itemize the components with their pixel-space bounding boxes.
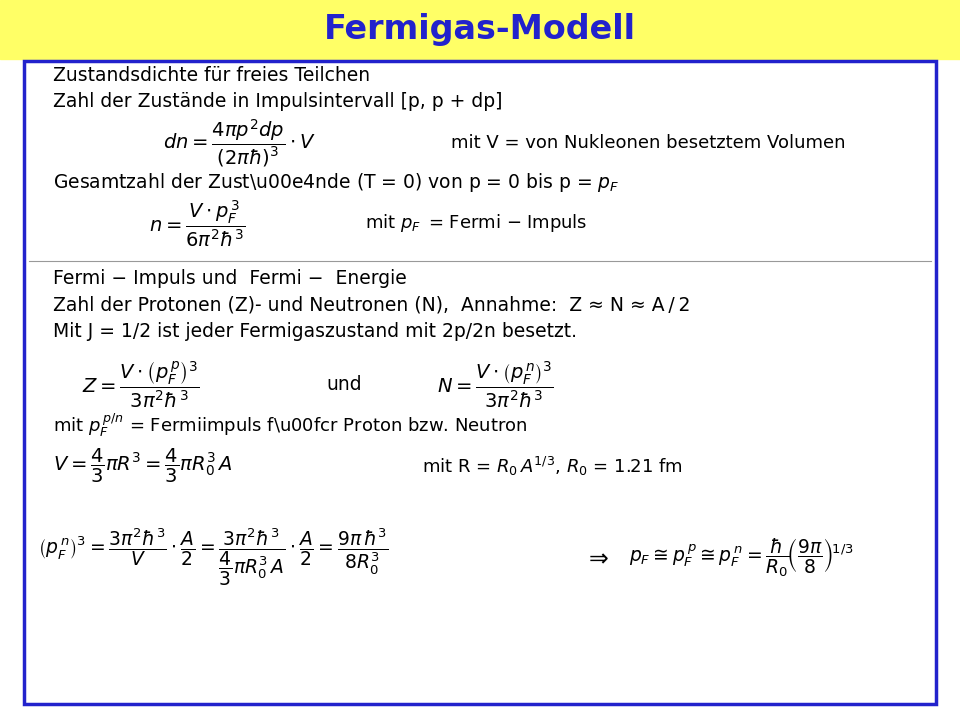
Text: $p_F \cong p_F^{\,p} \cong p_F^{\,n} = \dfrac{\hbar}{R_0}\!\left(\dfrac{9\pi}{8}: $p_F \cong p_F^{\,p} \cong p_F^{\,n} = \…: [629, 536, 853, 579]
Text: Fermi − Impuls und  Fermi −  Energie: Fermi − Impuls und Fermi − Energie: [53, 270, 406, 288]
Text: $n = \dfrac{V \cdot p_F^{\,3}}{6\pi^2\hbar^3}$: $n = \dfrac{V \cdot p_F^{\,3}}{6\pi^2\hb…: [149, 197, 246, 249]
Text: mit $p_F^{\,p/n}$ = Fermiimpuls f\u00fcr Proton bzw. Neutron: mit $p_F^{\,p/n}$ = Fermiimpuls f\u00fcr…: [53, 412, 527, 439]
Text: Zahl der Zustände in Impulsintervall [p, p + dp]: Zahl der Zustände in Impulsintervall [p,…: [53, 92, 502, 111]
Text: Zustandsdichte für freies Teilchen: Zustandsdichte für freies Teilchen: [53, 66, 370, 84]
Text: und: und: [326, 375, 362, 394]
Text: $\left(p_F^{\,n}\right)^3 = \dfrac{3\pi^2\hbar^3}{V}\cdot\dfrac{A}{2} = \dfrac{3: $\left(p_F^{\,n}\right)^3 = \dfrac{3\pi^…: [38, 527, 389, 588]
Text: mit R = $R_0\, A^{1/3}$, $R_0$ = 1.21 fm: mit R = $R_0\, A^{1/3}$, $R_0$ = 1.21 fm: [422, 455, 684, 478]
Text: Fermigas-Modell: Fermigas-Modell: [324, 13, 636, 46]
Text: $N = \dfrac{V \cdot \left(p_F^{\,n}\right)^3}{3\pi^2\hbar^3}$: $N = \dfrac{V \cdot \left(p_F^{\,n}\righ…: [437, 359, 554, 410]
FancyBboxPatch shape: [24, 61, 936, 704]
Text: Zahl der Protonen (Z)- und Neutronen (N),  Annahme:  Z ≈ N ≈ A / 2: Zahl der Protonen (Z)- und Neutronen (N)…: [53, 296, 690, 315]
Text: mit V = von Nukleonen besetztem Volumen: mit V = von Nukleonen besetztem Volumen: [451, 134, 846, 152]
Text: $\Rightarrow$: $\Rightarrow$: [584, 546, 609, 570]
FancyBboxPatch shape: [0, 0, 960, 59]
Text: $Z = \dfrac{V \cdot \left(p_F^{\,p}\right)^3}{3\pi^2\hbar^3}$: $Z = \dfrac{V \cdot \left(p_F^{\,p}\righ…: [82, 359, 199, 410]
Text: $dn = \dfrac{4\pi p^2 dp}{(2\pi\hbar)^3} \cdot V$: $dn = \dfrac{4\pi p^2 dp}{(2\pi\hbar)^3}…: [163, 117, 316, 169]
Text: $V = \dfrac{4}{3}\pi R^3 = \dfrac{4}{3}\pi R_0^3\, A$: $V = \dfrac{4}{3}\pi R^3 = \dfrac{4}{3}\…: [53, 447, 232, 485]
Text: Gesamtzahl der Zust\u00e4nde (T = 0) von p = 0 bis p = $p_F$: Gesamtzahl der Zust\u00e4nde (T = 0) von…: [53, 171, 619, 194]
Text: Mit J = 1/2 ist jeder Fermigaszustand mit 2p/2n besetzt.: Mit J = 1/2 ist jeder Fermigaszustand mi…: [53, 322, 577, 341]
Text: mit $p_F\,$ = Fermi $-$ Impuls: mit $p_F\,$ = Fermi $-$ Impuls: [365, 212, 588, 234]
